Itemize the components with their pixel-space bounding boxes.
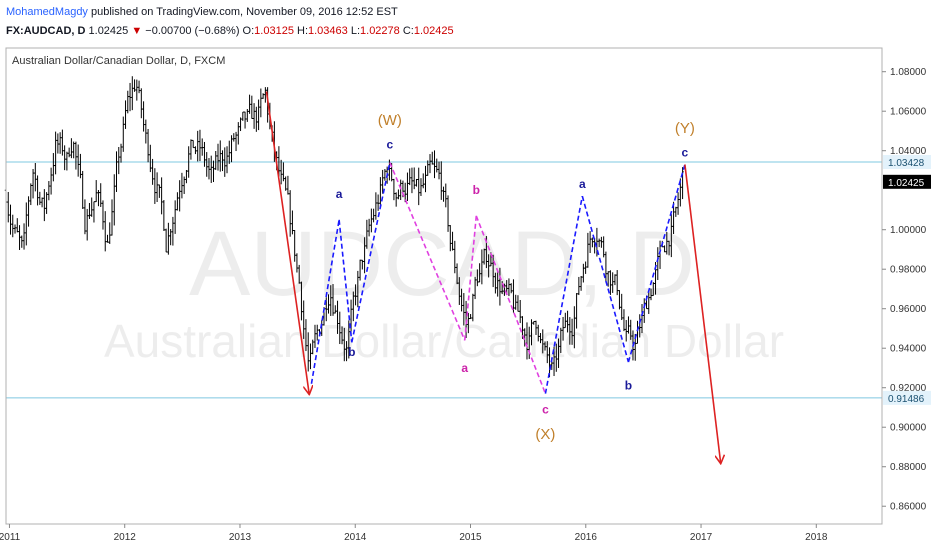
x-tick-label: 2014 — [344, 532, 367, 543]
drawing-overlay: a b c (W) a b c (X) a b c (Y) — [265, 91, 721, 463]
wave-label: a — [579, 177, 586, 191]
price-change: −0.00700 (−0.68%) — [145, 25, 240, 37]
chart-title: Australian Dollar/Canadian Dollar, D, FX… — [12, 55, 225, 67]
red-arrow-2 — [684, 164, 721, 463]
y-tick-label: 0.94000 — [890, 344, 927, 355]
hline-price-tag — [883, 155, 931, 170]
blue-b2-down — [581, 195, 630, 363]
x-tick-label: 2012 — [114, 532, 137, 543]
hline-price-tag-label: 1.03428 — [888, 158, 925, 169]
last-price-tag-label: 1.02425 — [888, 178, 925, 189]
y-tick-label: 1.00000 — [890, 225, 927, 236]
high-label: H: — [297, 25, 308, 37]
wave-label: (W) — [378, 112, 402, 129]
y-tick-label: 0.92000 — [890, 383, 927, 394]
high-value: 1.03463 — [308, 25, 348, 37]
plot-frame — [5, 47, 883, 525]
chart-header: MohamedMagdy published on TradingView.co… — [0, 0, 932, 44]
blue-a2-up — [544, 195, 584, 394]
low-label: L: — [350, 25, 361, 37]
y-tick-label: 1.06000 — [890, 107, 927, 118]
hline-price-tag-label: 0.91486 — [888, 394, 925, 405]
wave-label: (Y) — [675, 120, 695, 137]
open-value: 1.03125 — [254, 25, 294, 37]
symbol-line: FX:AUDCAD, D 1.02425 ▼ −0.00700 (−0.68%)… — [6, 25, 454, 37]
y-tick-label: 0.90000 — [890, 423, 927, 434]
y-tick-label: 0.88000 — [890, 462, 927, 473]
y-tick-label: 0.86000 — [890, 502, 927, 513]
publish-line: MohamedMagdy published on TradingView.co… — [6, 6, 398, 18]
symbol-name: FX:AUDCAD, D — [6, 25, 86, 37]
x-tick-label: 2015 — [459, 532, 482, 543]
magenta-b-up — [463, 215, 478, 341]
y-tick-label: 1.04000 — [890, 146, 927, 157]
y-tick-label: 0.96000 — [890, 304, 927, 315]
close-label: C: — [402, 25, 414, 37]
y-tick-label: 1.08000 — [890, 67, 927, 78]
close-value: 1.02425 — [413, 25, 454, 37]
wave-label: b — [625, 379, 632, 393]
x-tick-label: 2011 — [0, 532, 21, 543]
hline-price-tag — [883, 390, 931, 405]
down-arrow-icon: ▼ — [131, 25, 143, 37]
wave-label: a — [336, 187, 343, 201]
axes: Australian Dollar/Canadian Dollar, D, FX… — [0, 47, 931, 543]
author-link[interactable]: MohamedMagdy — [6, 6, 88, 18]
publish-info: published on TradingView.com, November 0… — [91, 6, 398, 18]
blue-c-up — [351, 162, 391, 343]
x-tick-label: 2018 — [805, 532, 828, 543]
y-tick-label: 0.98000 — [890, 265, 927, 276]
wave-label: (X) — [535, 426, 555, 443]
wave-label: a — [461, 361, 468, 375]
x-tick-label: 2013 — [229, 532, 252, 543]
price-bars — [4, 76, 684, 378]
wave-label: c — [542, 402, 549, 416]
wave-label: c — [682, 146, 689, 160]
blue-b-down — [338, 219, 353, 343]
x-tick-label: 2016 — [575, 532, 598, 543]
wave-label: b — [473, 183, 480, 197]
open-label: O: — [242, 25, 255, 37]
last-price: 1.02425 — [88, 25, 129, 37]
wave-label: b — [348, 345, 355, 359]
x-tick-label: 2017 — [690, 532, 713, 543]
magenta-a-down — [389, 162, 466, 341]
last-price-tag — [883, 174, 931, 189]
blue-a-up — [310, 219, 340, 384]
wave-label: c — [386, 138, 393, 152]
low-value: 1.02278 — [360, 25, 400, 37]
watermark-name: Australian Dollar/Canadian Dollar — [104, 315, 784, 367]
red-arrow-1 — [265, 91, 309, 393]
blue-c2-up — [627, 164, 686, 363]
